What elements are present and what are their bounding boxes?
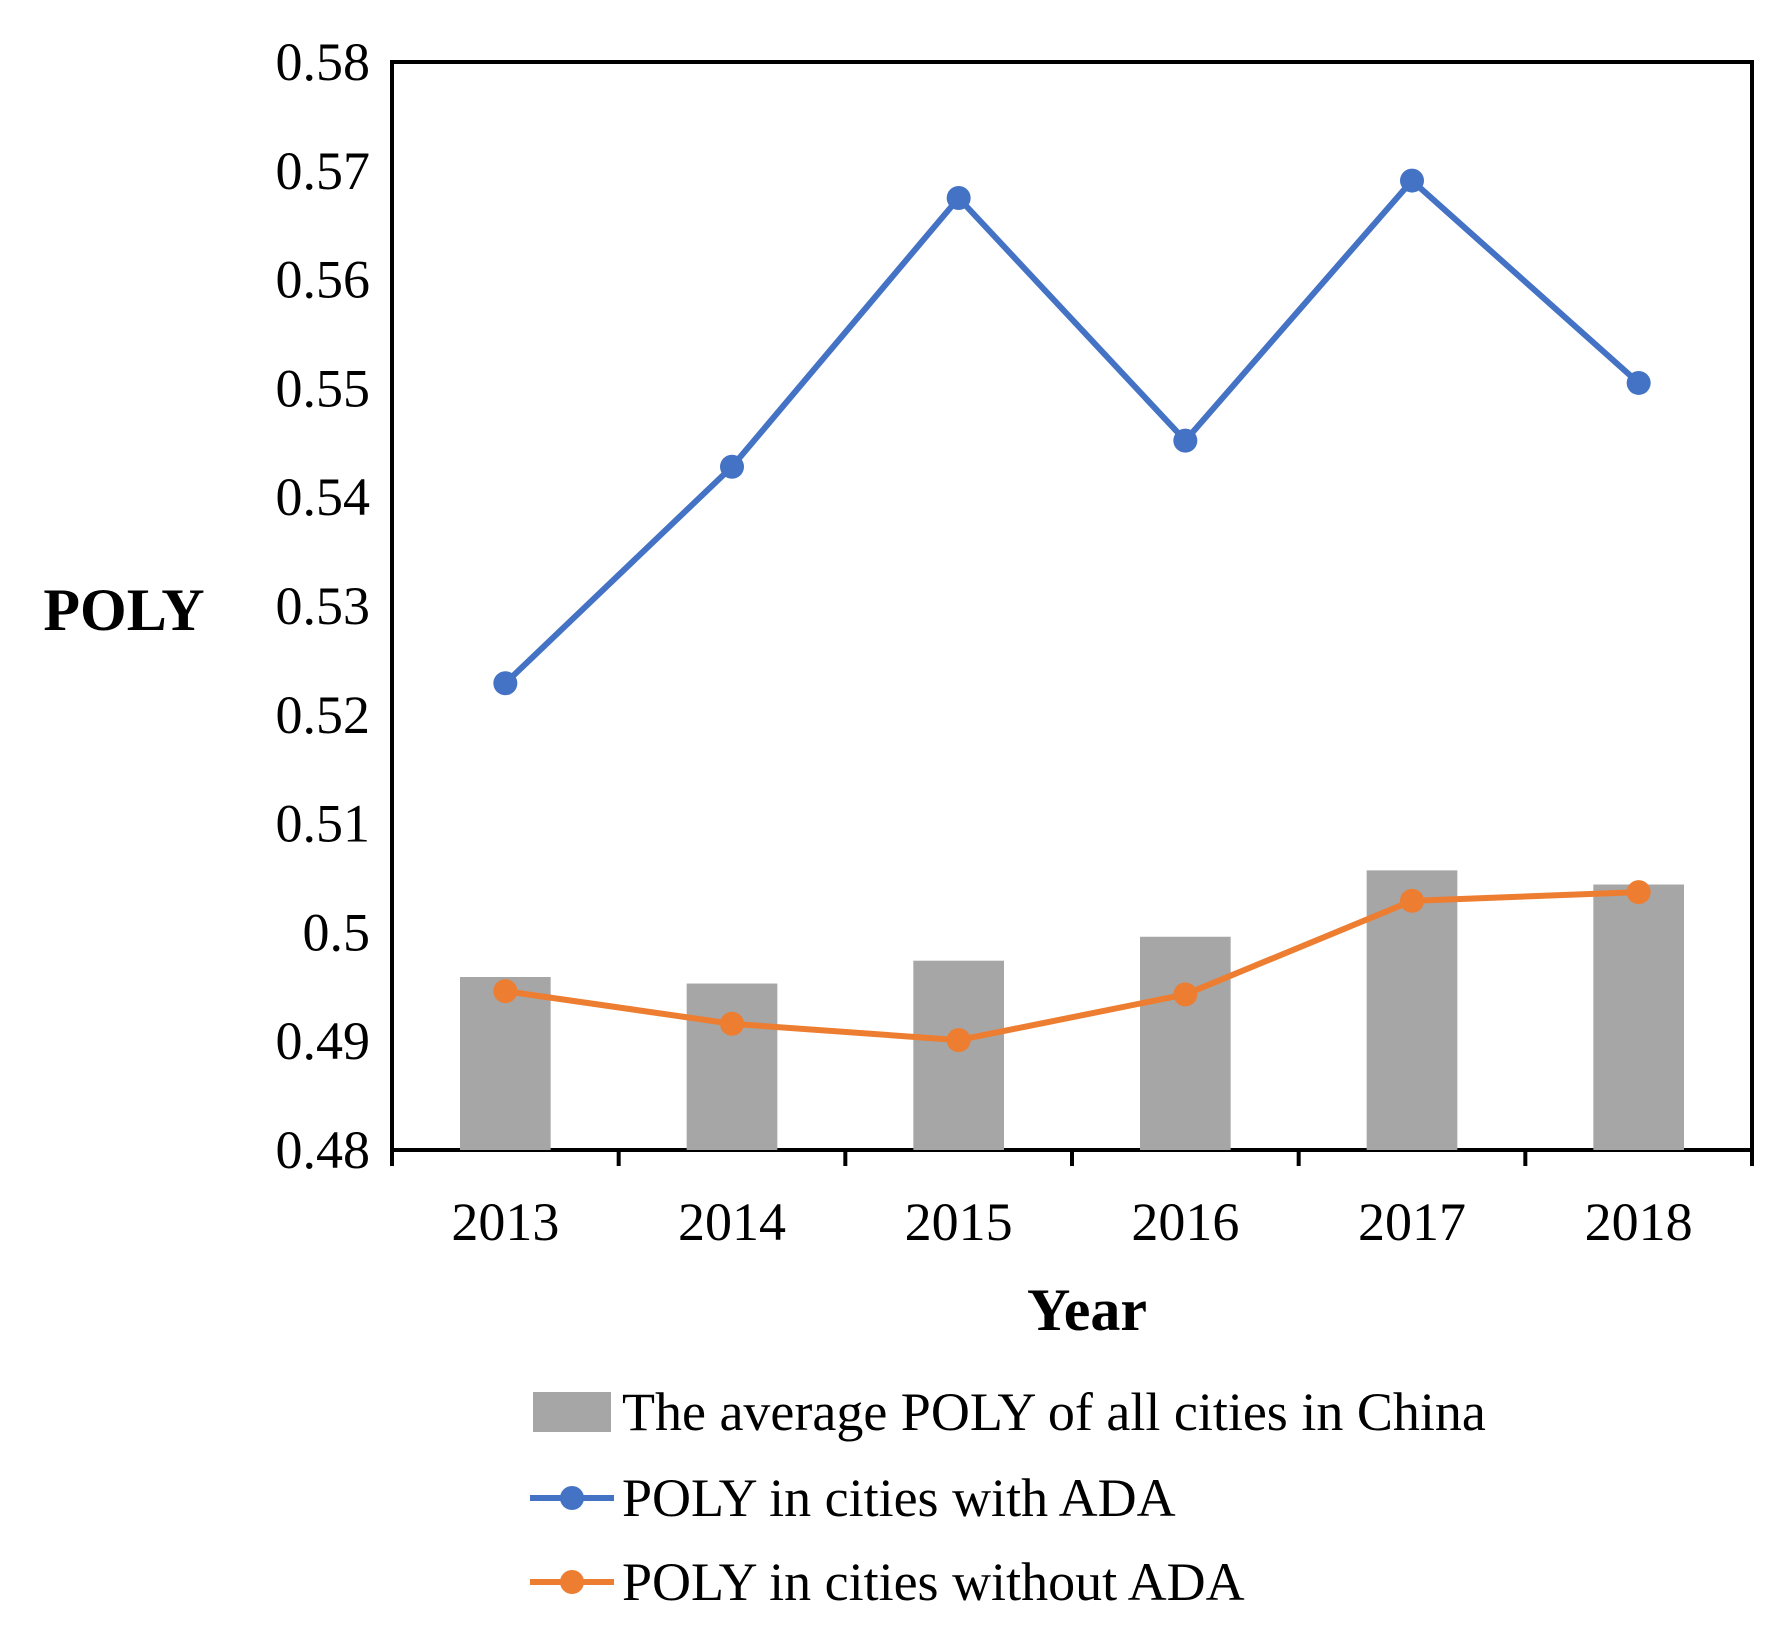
bar-2016 bbox=[1140, 936, 1231, 1150]
x-tick-label: 2016 bbox=[1131, 1192, 1239, 1252]
y-tick-label: 0.49 bbox=[276, 1011, 371, 1071]
y-axis-title: POLY bbox=[43, 577, 204, 643]
data-point-1-2016 bbox=[1173, 428, 1198, 453]
y-tick-label: 0.57 bbox=[276, 141, 371, 201]
y-tick-label: 0.52 bbox=[276, 685, 371, 745]
series-line-1 bbox=[503, 177, 1641, 686]
y-tick-label: 0.5 bbox=[303, 902, 371, 962]
y-tick-label: 0.54 bbox=[276, 467, 371, 527]
legend-swatch-marker bbox=[560, 1570, 584, 1594]
data-point-1-2015 bbox=[946, 186, 971, 210]
x-tick-label: 2015 bbox=[905, 1192, 1013, 1252]
data-point-2-2016 bbox=[1173, 982, 1198, 1007]
data-point-2-2014 bbox=[720, 1011, 744, 1036]
y-tick-label: 0.48 bbox=[276, 1120, 371, 1180]
legend-label: POLY in cities with ADA bbox=[622, 1468, 1176, 1528]
data-point-1-2014 bbox=[720, 454, 744, 479]
data-point-1-2017 bbox=[1400, 168, 1424, 193]
data-point-2-2013 bbox=[493, 979, 518, 1004]
axes-layer: 0.48 0.49 0.5 0.51 0.52 0.53 0.54 0.55 0.56 0.57 0… bbox=[276, 32, 1754, 1252]
legend-swatch-bar bbox=[533, 1392, 611, 1432]
y-tick-label: 0.58 bbox=[276, 32, 371, 92]
data-point-2-2015 bbox=[946, 1028, 971, 1053]
bar-2013 bbox=[460, 977, 551, 1150]
bar-2014 bbox=[686, 983, 778, 1150]
data-point-1-2013 bbox=[493, 671, 518, 696]
series-line-2 bbox=[504, 889, 1639, 1044]
bars-layer bbox=[460, 870, 1684, 1150]
y-tick-label: 0.56 bbox=[276, 250, 371, 310]
data-point-2-2017 bbox=[1400, 888, 1424, 913]
x-tick-label: 2018 bbox=[1585, 1192, 1693, 1252]
x-tick-label: 2013 bbox=[451, 1192, 559, 1252]
y-tick-label: 0.51 bbox=[276, 794, 371, 854]
x-tick-label: 2014 bbox=[678, 1192, 786, 1252]
data-point-1-2018 bbox=[1626, 370, 1651, 395]
data-point-2-2018 bbox=[1626, 880, 1651, 905]
y-tick-label: 0.55 bbox=[276, 358, 371, 418]
legend-label: POLY in cities without ADA bbox=[622, 1552, 1245, 1612]
bar-2018 bbox=[1593, 884, 1684, 1150]
legend-label: The average POLY of all cities in China bbox=[622, 1382, 1486, 1442]
y-tick-label: 0.53 bbox=[276, 576, 371, 636]
plot-frame bbox=[390, 60, 1754, 1152]
x-axis-title: Year bbox=[1027, 1277, 1147, 1343]
lines-layer bbox=[493, 168, 1651, 1053]
legend: The average POLY of all cities in China P… bbox=[530, 1382, 1486, 1612]
bar-2015 bbox=[913, 960, 1004, 1150]
x-tick-label: 2017 bbox=[1358, 1192, 1466, 1252]
bar-2017 bbox=[1366, 870, 1458, 1150]
legend-swatch-marker bbox=[560, 1486, 584, 1510]
